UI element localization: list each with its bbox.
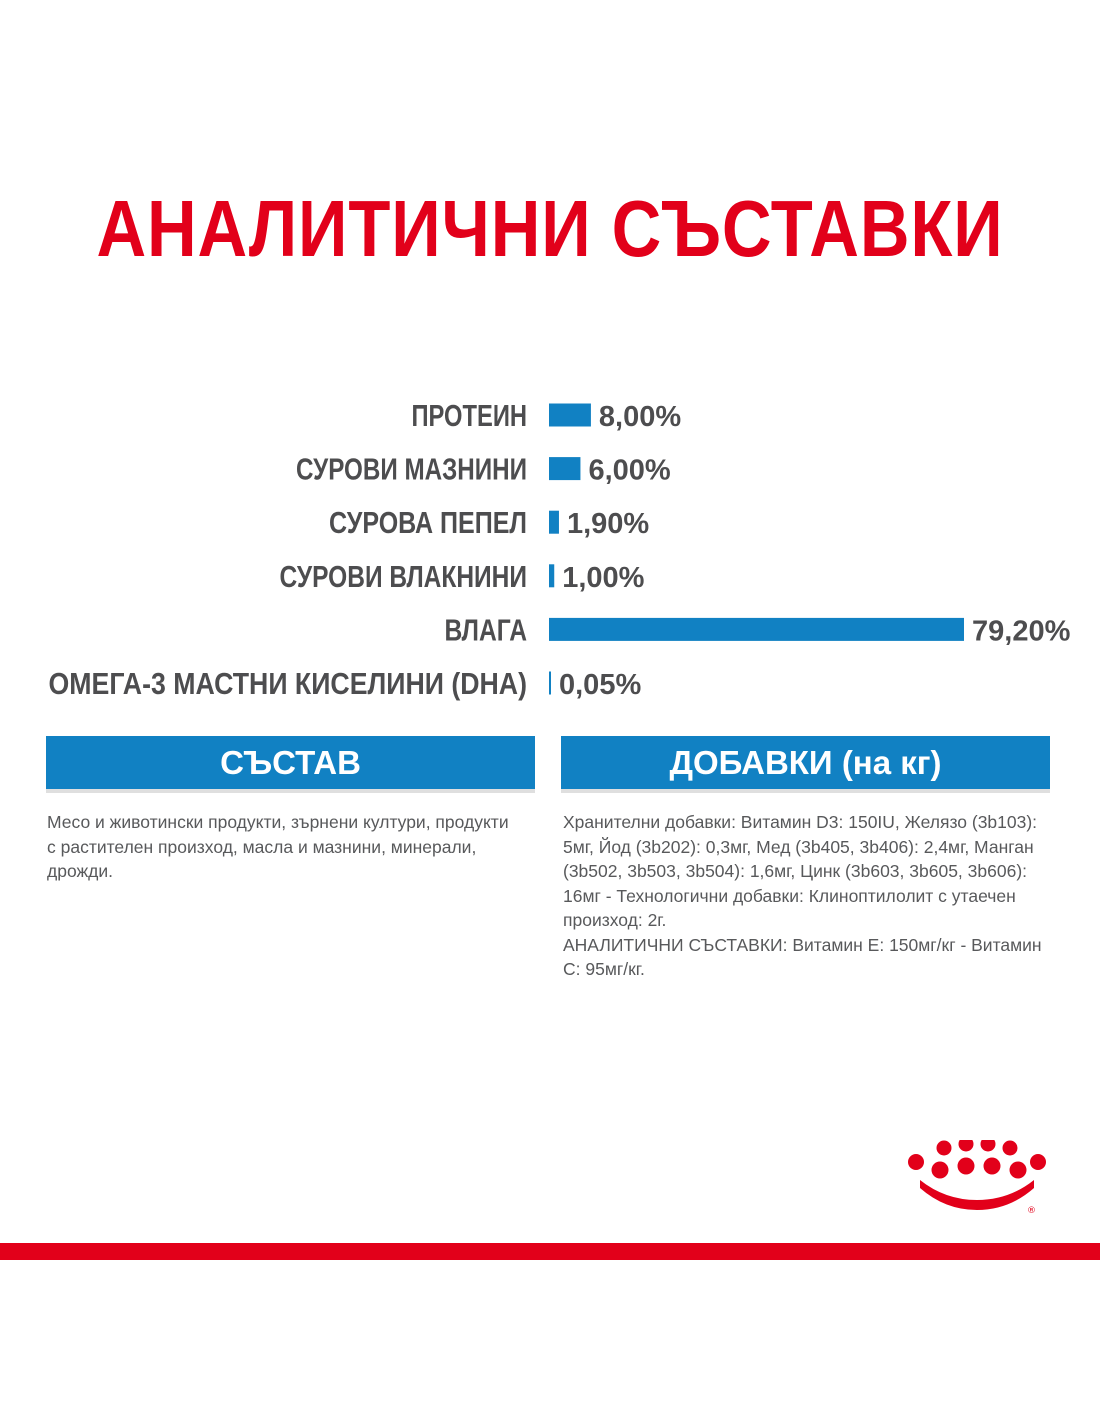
text-line: с растителен произход, масла и мазнини, … (47, 836, 477, 857)
text-line: С: 95мг/кг. (563, 959, 645, 979)
additives-header: ДОБАВКИ (на кг) (561, 736, 1050, 793)
page-title: АНАЛИТИЧНИ СЪСТАВКИ (96, 184, 1004, 273)
bottom-brand-band (0, 1243, 1100, 1260)
text-line: 5мг, Йод (3b202): 0,3мг, Мед (3b405, 3b4… (563, 836, 1034, 857)
text-line: АНАЛИТИЧНИ СЪСТАВКИ: Витамин Е: 150мг/кг… (563, 934, 1042, 955)
value-label: 1,90% (567, 508, 649, 540)
category-label: ВЛАГА (445, 612, 528, 647)
registered-mark: ® (1027, 1206, 1036, 1216)
text-line: (3b502, 3b503, 3b504): 1,6мг, Цинк (3b60… (563, 861, 1028, 881)
value-label: 8,00% (599, 401, 681, 433)
text-line: Месо и животински продукти, зърнени култ… (47, 812, 509, 832)
composition-heading: СЪСТАВ (220, 744, 361, 781)
text-line: 16мг - Технологични добавки: Клиноптилол… (563, 885, 1016, 906)
bar-chart: ПРОТЕИН 8,00% СУРОВИ МАЗНИНИ 6,00% СУРОВА ПЕ… (49, 398, 1071, 701)
bar (549, 510, 559, 534)
text-line: произход: 2г. (563, 910, 667, 930)
text-line: Хранителни добавки: Витамин D3: 150IU, Ж… (563, 812, 1038, 832)
crown-icon: ® (908, 1140, 1046, 1216)
value-label: 0,05% (559, 669, 641, 701)
composition-text: Месо и животински продукти, зърнени култ… (47, 810, 542, 884)
category-label: ОМЕГА-3 МАСТНИ КИСЕЛИНИ (DHA) (49, 666, 528, 701)
bar (549, 403, 591, 427)
value-label: 6,00% (588, 455, 670, 487)
category-label: СУРОВА ПЕПЕЛ (329, 505, 527, 540)
value-label: 79,20% (972, 615, 1071, 647)
value-label: 1,00% (562, 562, 644, 594)
category-label: СУРОВИ ВЛАКНИНИ (280, 559, 528, 594)
additives-text: Хранителни добавки: Витамин D3: 150IU, Ж… (563, 810, 1063, 982)
category-label: ПРОТЕИН (412, 398, 528, 433)
bar (549, 457, 581, 481)
bar (549, 671, 551, 695)
text-line: дрожди. (47, 861, 114, 881)
bar (549, 617, 964, 641)
category-label: СУРОВИ МАЗНИНИ (296, 452, 527, 487)
additives-heading: ДОБАВКИ (на кг) (669, 744, 942, 781)
bar (549, 564, 555, 588)
composition-header: СЪСТАВ (46, 736, 535, 793)
